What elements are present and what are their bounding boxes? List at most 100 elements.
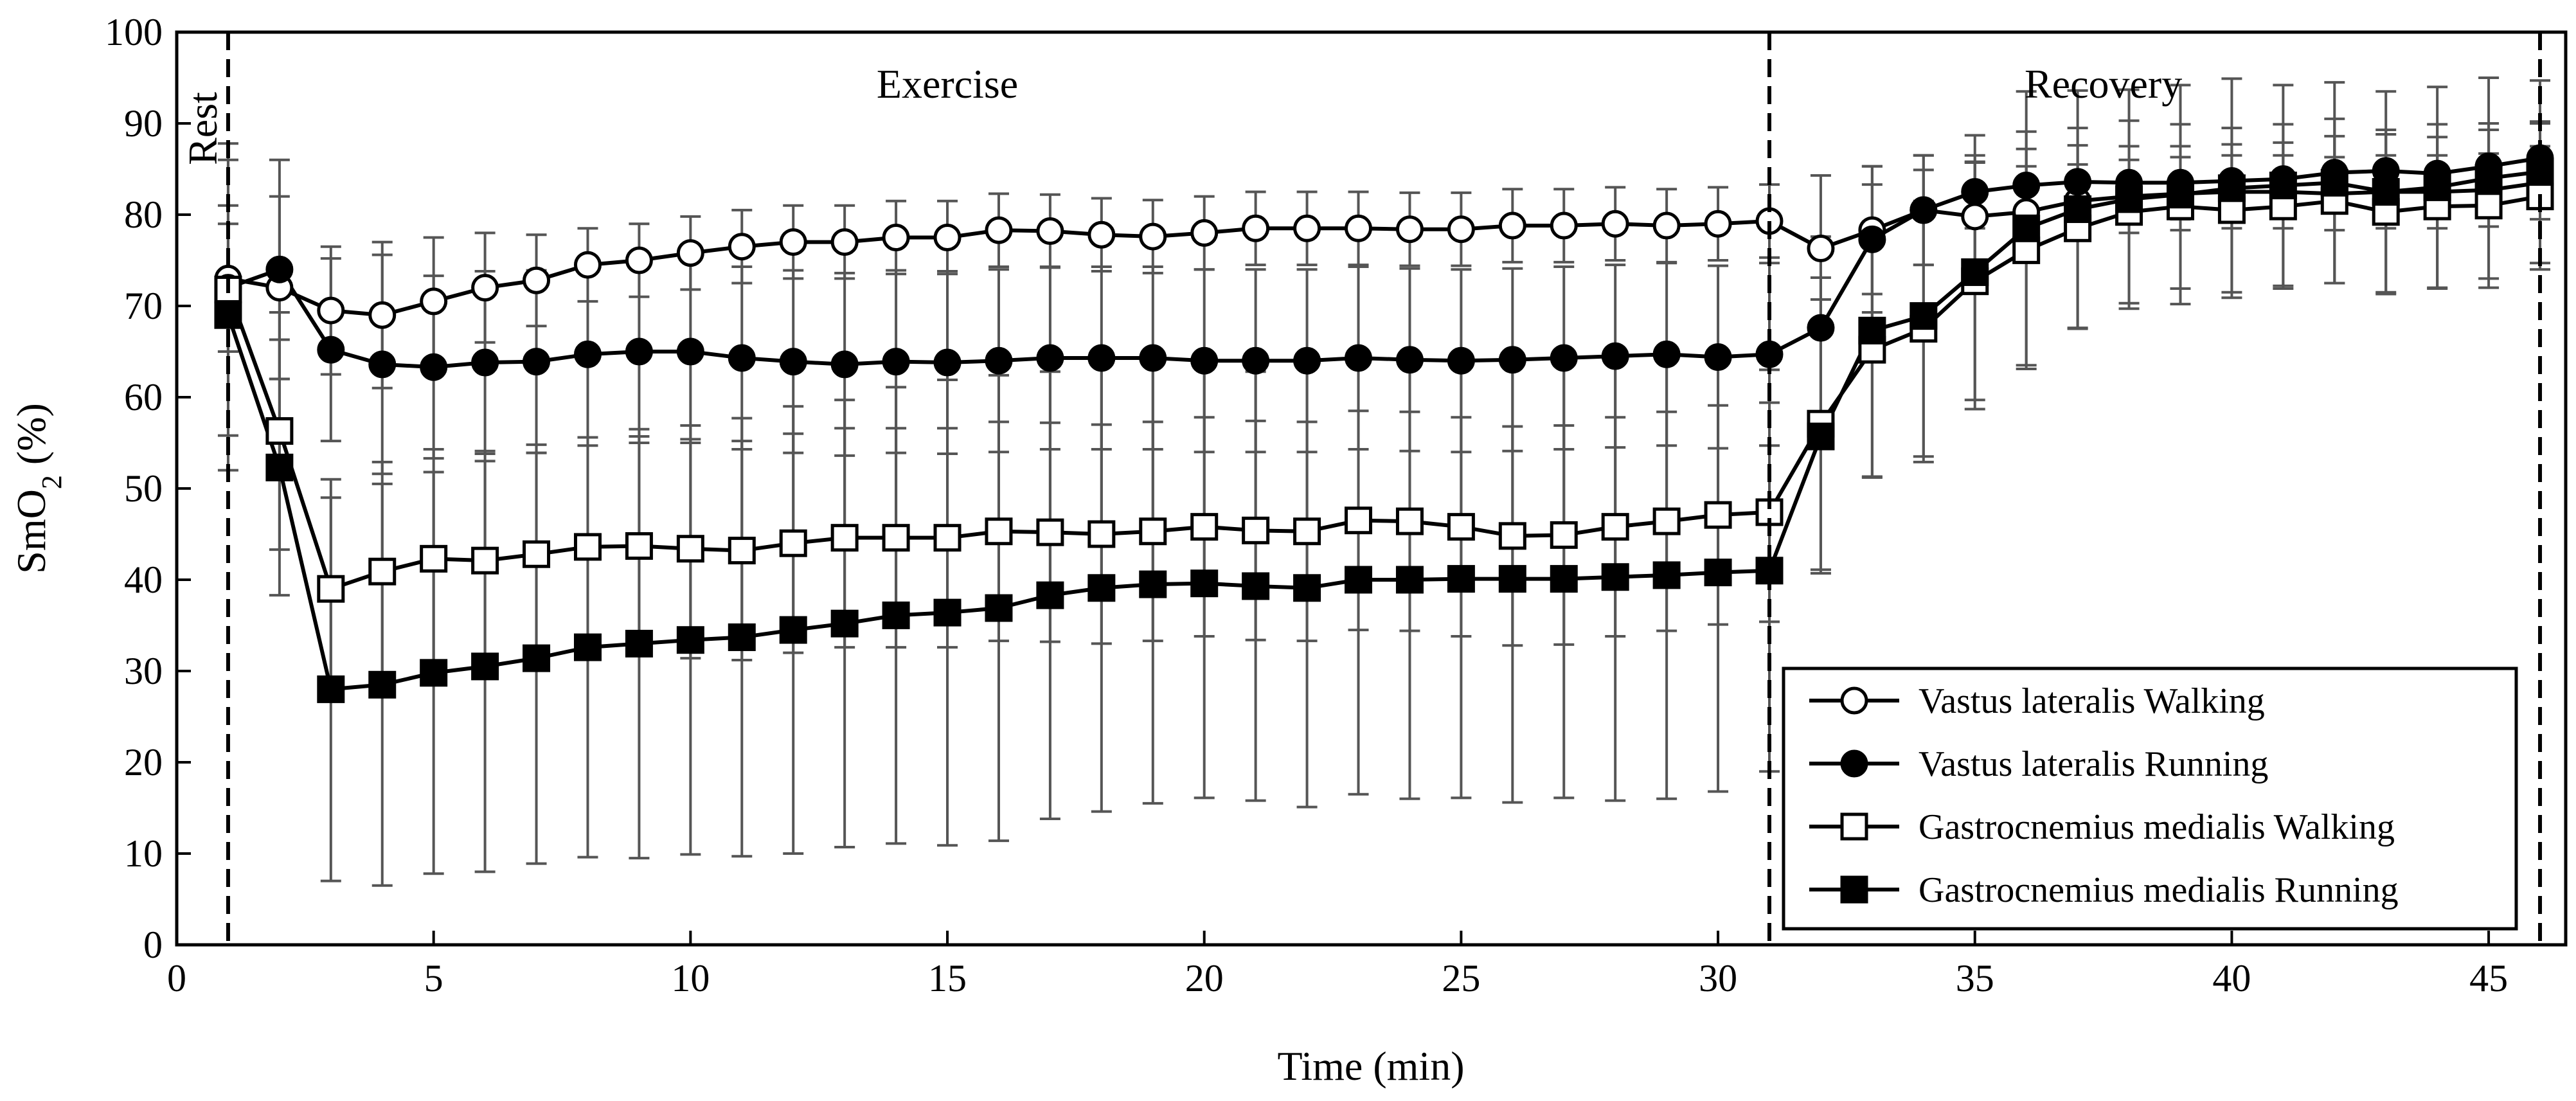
data-point-vastus-lateralis-running-10: [676, 337, 704, 366]
data-point-gastrocnemius-medialis-running-27: [1550, 565, 1578, 593]
x-axis-title: Time (min): [1278, 1043, 1465, 1089]
data-point-vastus-lateralis-walking-7: [523, 266, 551, 294]
data-point-gastrocnemius-medialis-walking-3: [317, 575, 345, 603]
data-point-gastrocnemius-medialis-running-32: [1807, 422, 1835, 451]
data-point-gastrocnemius-medialis-running-11: [728, 623, 756, 651]
series-line-vastus-lateralis-running: [227, 156, 2541, 370]
data-point-gastrocnemius-medialis-walking-19: [1139, 517, 1167, 546]
data-point-vastus-lateralis-running-36: [2012, 172, 2041, 200]
data-point-gastrocnemius-medialis-running-20: [1190, 569, 1219, 598]
data-point-vastus-lateralis-running-8: [573, 340, 602, 368]
data-point-gastrocnemius-medialis-running-17: [1036, 581, 1064, 609]
data-point-gastrocnemius-medialis-running-16: [985, 594, 1013, 622]
y-axis-title: SmO2 (%): [8, 403, 67, 574]
data-point-vastus-lateralis-walking-21: [1242, 214, 1270, 242]
data-point-gastrocnemius-medialis-walking-5: [420, 544, 448, 573]
data-point-vastus-lateralis-walking-9: [625, 246, 653, 274]
legend: Vastus lateralis Walking Vastus lateralis…: [1782, 667, 2518, 931]
y-tick-label-100: 100: [105, 11, 163, 53]
data-point-vastus-lateralis-walking-17: [1036, 217, 1064, 246]
legend-label: Vastus lateralis Running: [1919, 744, 2268, 784]
data-point-vastus-lateralis-walking-32: [1807, 235, 1835, 263]
data-point-gastrocnemius-medialis-walking-8: [573, 533, 602, 561]
data-point-gastrocnemius-medialis-running-7: [523, 644, 551, 672]
data-point-gastrocnemius-medialis-walking-13: [830, 524, 859, 552]
data-point-vastus-lateralis-walking-26: [1498, 211, 1526, 240]
data-point-gastrocnemius-medialis-running-14: [882, 601, 910, 629]
data-point-gastrocnemius-medialis-running-40: [2217, 174, 2246, 202]
x-tick-label-30: 30: [1699, 957, 1737, 999]
data-point-gastrocnemius-medialis-running-15: [933, 598, 962, 627]
x-tick-label-45: 45: [2469, 957, 2508, 999]
data-point-vastus-lateralis-walking-19: [1139, 222, 1167, 251]
data-point-vastus-lateralis-walking-24: [1395, 215, 1424, 244]
data-point-gastrocnemius-medialis-running-34: [1910, 302, 1938, 330]
x-tick-label-40: 40: [2212, 957, 2251, 999]
data-point-gastrocnemius-medialis-walking-10: [676, 535, 704, 563]
data-point-gastrocnemius-medialis-walking-11: [728, 537, 756, 565]
data-point-vastus-lateralis-walking-13: [830, 228, 859, 256]
data-point-vastus-lateralis-walking-11: [728, 233, 756, 261]
data-point-gastrocnemius-medialis-walking-4: [368, 557, 397, 586]
legend-entry-vastus-lateralis-running: Vastus lateralis Running: [1809, 744, 2268, 784]
data-point-vastus-lateralis-running-5: [420, 353, 448, 381]
data-point-vastus-lateralis-running-14: [882, 348, 910, 376]
x-tick-label-15: 15: [928, 957, 967, 999]
data-point-gastrocnemius-medialis-running-30: [1704, 559, 1732, 587]
data-point-vastus-lateralis-running-34: [1910, 196, 1938, 224]
data-point-gastrocnemius-medialis-walking-24: [1395, 507, 1424, 535]
legend-entry-vastus-lateralis-walking: Vastus lateralis Walking: [1809, 681, 2265, 721]
data-point-vastus-lateralis-running-27: [1550, 344, 1578, 372]
data-point-vastus-lateralis-walking-28: [1601, 210, 1629, 238]
data-point-gastrocnemius-medialis-running-45: [2474, 164, 2503, 192]
data-point-gastrocnemius-medialis-running-33: [1858, 316, 1886, 345]
y-tick-label-90: 90: [124, 102, 163, 145]
y-tick-label-50: 50: [124, 467, 163, 510]
legend-marker-filled-square: [1840, 875, 1868, 904]
y-tick-label-0: 0: [143, 924, 163, 966]
data-point-vastus-lateralis-walking-20: [1190, 219, 1219, 247]
data-point-vastus-lateralis-running-26: [1498, 346, 1526, 374]
legend-entry-gastrocnemius-medialis-running: Gastrocnemius medialis Running: [1809, 870, 2399, 910]
data-point-gastrocnemius-medialis-running-18: [1087, 574, 1116, 602]
data-point-vastus-lateralis-running-32: [1807, 314, 1835, 342]
y-tick-label-80: 80: [124, 193, 163, 236]
x-tick-label-5: 5: [424, 957, 443, 999]
data-point-vastus-lateralis-walking-25: [1447, 215, 1475, 244]
data-point-vastus-lateralis-walking-22: [1293, 214, 1321, 242]
data-point-gastrocnemius-medialis-running-39: [2166, 181, 2194, 209]
data-point-vastus-lateralis-walking-6: [471, 274, 499, 302]
data-point-gastrocnemius-medialis-running-2: [265, 453, 294, 481]
data-point-gastrocnemius-medialis-running-19: [1139, 570, 1167, 598]
data-point-gastrocnemius-medialis-running-4: [368, 670, 397, 699]
x-tick-label-25: 25: [1442, 957, 1480, 999]
data-point-gastrocnemius-medialis-running-37: [2064, 195, 2092, 223]
data-point-vastus-lateralis-running-4: [368, 350, 397, 379]
data-point-vastus-lateralis-walking-18: [1087, 220, 1116, 249]
legend-marker-open-circle: [1840, 686, 1868, 715]
region-label-recovery: Recovery: [2025, 61, 2182, 107]
data-point-vastus-lateralis-running-20: [1190, 346, 1219, 375]
data-point-gastrocnemius-medialis-running-3: [317, 675, 345, 703]
data-point-gastrocnemius-medialis-running-41: [2269, 172, 2297, 200]
legend-entry-gastrocnemius-medialis-walking: Gastrocnemius medialis Walking: [1809, 807, 2395, 847]
data-point-vastus-lateralis-walking-14: [882, 224, 910, 251]
legend-marker-filled-circle: [1840, 749, 1868, 778]
data-point-gastrocnemius-medialis-walking-14: [882, 524, 910, 552]
data-point-gastrocnemius-medialis-running-38: [2115, 185, 2143, 213]
data-point-gastrocnemius-medialis-running-21: [1242, 572, 1270, 600]
data-point-vastus-lateralis-walking-23: [1345, 214, 1373, 242]
data-point-vastus-lateralis-running-2: [265, 255, 294, 283]
data-point-vastus-lateralis-running-17: [1036, 344, 1064, 372]
data-point-gastrocnemius-medialis-running-22: [1293, 574, 1321, 602]
data-point-gastrocnemius-medialis-walking-9: [625, 532, 653, 560]
data-point-vastus-lateralis-running-23: [1345, 344, 1373, 372]
data-point-vastus-lateralis-walking-8: [573, 251, 602, 279]
data-point-vastus-lateralis-walking-16: [985, 216, 1013, 244]
data-point-vastus-lateralis-running-9: [625, 337, 653, 366]
data-point-vastus-lateralis-running-12: [779, 348, 807, 376]
data-point-vastus-lateralis-running-35: [1961, 178, 1989, 206]
data-point-gastrocnemius-medialis-walking-23: [1345, 506, 1373, 535]
data-point-gastrocnemius-medialis-running-42: [2320, 168, 2348, 197]
